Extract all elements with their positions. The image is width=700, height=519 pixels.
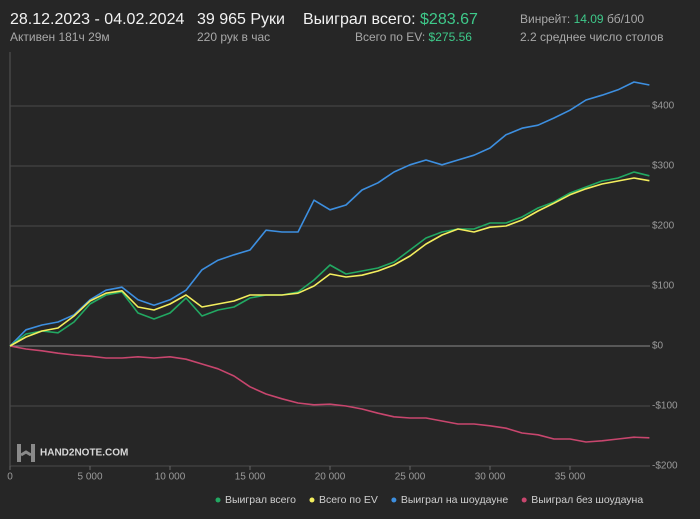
x-tick-label: 0 xyxy=(7,472,13,483)
legend-marker xyxy=(215,497,221,503)
ev-label: Всего по EV: xyxy=(355,30,425,44)
x-tick-label: 20 000 xyxy=(315,472,346,483)
plot: -$200 -$100 $0 $100 $200 $300 $400 0 5 000 10 000… xyxy=(7,52,678,483)
logo: HAND2NOTE.COM xyxy=(17,444,128,462)
hand-rate: 220 рук в час xyxy=(197,30,270,44)
legend-label: Всего по EV xyxy=(319,494,378,506)
legend-marker xyxy=(521,497,527,503)
logo-text: HAND2NOTE.COM xyxy=(40,448,128,459)
legend-label: Выиграл на шоудауне xyxy=(401,494,508,506)
winrate-value: 14.09 xyxy=(574,12,604,26)
legend-label: Выиграл без шоудауна xyxy=(531,494,643,506)
y-tick-label: -$200 xyxy=(652,461,678,472)
winrate: Винрейт: 14.09 бб/100 xyxy=(520,12,644,26)
series-line xyxy=(9,177,650,347)
ev-value: $275.56 xyxy=(429,30,473,44)
hands: 39 965 Руки xyxy=(197,11,285,28)
winrate-label: Винрейт: xyxy=(520,12,570,26)
x-tick-label: 5 000 xyxy=(77,472,102,483)
x-tick-label: 30 000 xyxy=(475,472,506,483)
tables: 2.2 среднее число столов xyxy=(520,30,663,44)
won-total: Выиграл всего: $283.67 xyxy=(303,11,478,28)
y-tick-label: $100 xyxy=(652,281,675,292)
active-time: Активен 181ч 29м xyxy=(10,30,110,44)
dates: 28.12.2023 - 04.02.2024 xyxy=(10,11,184,28)
won-value: $283.67 xyxy=(420,11,478,28)
series-line xyxy=(9,345,650,443)
series-line xyxy=(9,171,650,347)
legend-label: Выиграл всего xyxy=(225,494,296,506)
x-tick-label: 10 000 xyxy=(155,472,186,483)
logo-icon xyxy=(31,444,35,462)
y-tick-label: $300 xyxy=(652,161,675,172)
x-tick-label: 25 000 xyxy=(395,472,426,483)
logo-icon xyxy=(17,444,21,462)
x-tick-label: 15 000 xyxy=(235,472,266,483)
winrate-unit: бб/100 xyxy=(607,12,644,26)
series-line xyxy=(9,81,650,347)
y-tick-label: $0 xyxy=(652,341,664,352)
legend-marker xyxy=(309,497,315,503)
y-tick-label: -$100 xyxy=(652,401,678,412)
ev-total: Всего по EV: $275.56 xyxy=(355,30,472,44)
won-label: Выиграл всего: xyxy=(303,11,416,28)
y-tick-label: $400 xyxy=(652,101,675,112)
logo-icon xyxy=(20,450,32,457)
y-tick-label: $200 xyxy=(652,221,675,232)
x-tick-label: 35 000 xyxy=(555,472,586,483)
legend-marker xyxy=(391,497,397,503)
